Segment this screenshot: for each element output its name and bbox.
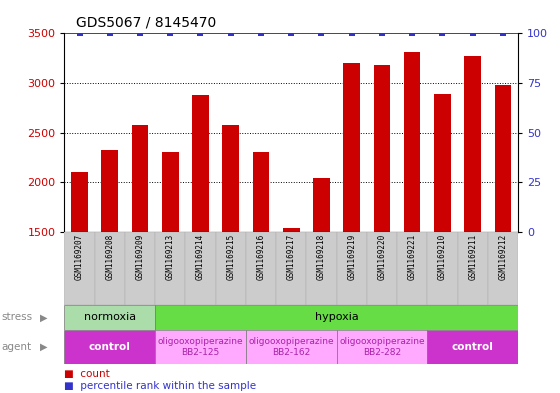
Text: control: control — [452, 342, 493, 352]
Point — [498, 30, 507, 37]
Point — [166, 30, 175, 37]
Text: ■  percentile rank within the sample: ■ percentile rank within the sample — [64, 381, 256, 391]
Bar — [397, 232, 427, 305]
Text: GSM1169209: GSM1169209 — [136, 234, 144, 280]
Bar — [434, 94, 451, 381]
Text: normoxia: normoxia — [83, 312, 136, 322]
Text: GSM1169221: GSM1169221 — [408, 234, 417, 280]
Point — [438, 30, 447, 37]
Point — [256, 30, 265, 37]
Text: ▶: ▶ — [40, 342, 48, 352]
Text: GSM1169214: GSM1169214 — [196, 234, 205, 280]
Point — [75, 30, 84, 37]
Text: GSM1169218: GSM1169218 — [317, 234, 326, 280]
Bar — [343, 63, 360, 381]
Text: GSM1169220: GSM1169220 — [377, 234, 386, 280]
Bar — [283, 228, 300, 381]
Bar — [337, 232, 367, 305]
Bar — [404, 52, 421, 381]
Bar — [155, 330, 246, 364]
Text: GSM1169213: GSM1169213 — [166, 234, 175, 280]
Bar — [132, 125, 148, 381]
Bar — [64, 232, 95, 305]
Bar — [64, 330, 155, 364]
Point — [468, 30, 477, 37]
Bar — [367, 232, 397, 305]
Text: GSM1169208: GSM1169208 — [105, 234, 114, 280]
Bar — [488, 232, 518, 305]
Bar — [246, 330, 337, 364]
Bar — [374, 65, 390, 381]
Bar — [185, 232, 216, 305]
Text: oligooxopiperazine
BB2-282: oligooxopiperazine BB2-282 — [339, 337, 424, 356]
Bar — [125, 232, 155, 305]
Point — [196, 30, 205, 37]
Text: GDS5067 / 8145470: GDS5067 / 8145470 — [76, 15, 216, 29]
Bar — [155, 305, 518, 330]
Text: hypoxia: hypoxia — [315, 312, 358, 322]
Bar — [313, 178, 330, 381]
Bar — [306, 232, 337, 305]
Text: GSM1169217: GSM1169217 — [287, 234, 296, 280]
Point — [287, 30, 296, 37]
Bar — [101, 149, 118, 381]
Text: GSM1169216: GSM1169216 — [256, 234, 265, 280]
Bar — [427, 330, 518, 364]
Text: stress: stress — [2, 312, 33, 322]
Bar — [71, 172, 88, 381]
Point — [408, 30, 417, 37]
Bar — [216, 232, 246, 305]
Point — [317, 30, 326, 37]
Bar — [155, 232, 185, 305]
Text: ■  count: ■ count — [64, 369, 110, 379]
Bar — [253, 152, 269, 381]
Text: control: control — [89, 342, 130, 352]
Text: oligooxopiperazine
BB2-162: oligooxopiperazine BB2-162 — [249, 337, 334, 356]
Bar — [162, 152, 179, 381]
Bar — [192, 95, 209, 381]
Point — [226, 30, 235, 37]
Bar — [222, 125, 239, 381]
Text: GSM1169212: GSM1169212 — [498, 234, 507, 280]
Bar — [458, 232, 488, 305]
Text: GSM1169211: GSM1169211 — [468, 234, 477, 280]
Text: GSM1169219: GSM1169219 — [347, 234, 356, 280]
Bar — [337, 330, 427, 364]
Text: oligooxopiperazine
BB2-125: oligooxopiperazine BB2-125 — [158, 337, 243, 356]
Bar — [64, 305, 155, 330]
Text: GSM1169210: GSM1169210 — [438, 234, 447, 280]
Bar — [95, 232, 125, 305]
Bar — [494, 85, 511, 381]
Bar — [246, 232, 276, 305]
Bar — [427, 232, 458, 305]
Text: GSM1169207: GSM1169207 — [75, 234, 84, 280]
Bar — [276, 232, 306, 305]
Point — [136, 30, 144, 37]
Point — [377, 30, 386, 37]
Text: agent: agent — [2, 342, 32, 352]
Point — [105, 30, 114, 37]
Bar — [464, 56, 481, 381]
Text: ▶: ▶ — [40, 312, 48, 322]
Point — [347, 30, 356, 37]
Text: GSM1169215: GSM1169215 — [226, 234, 235, 280]
